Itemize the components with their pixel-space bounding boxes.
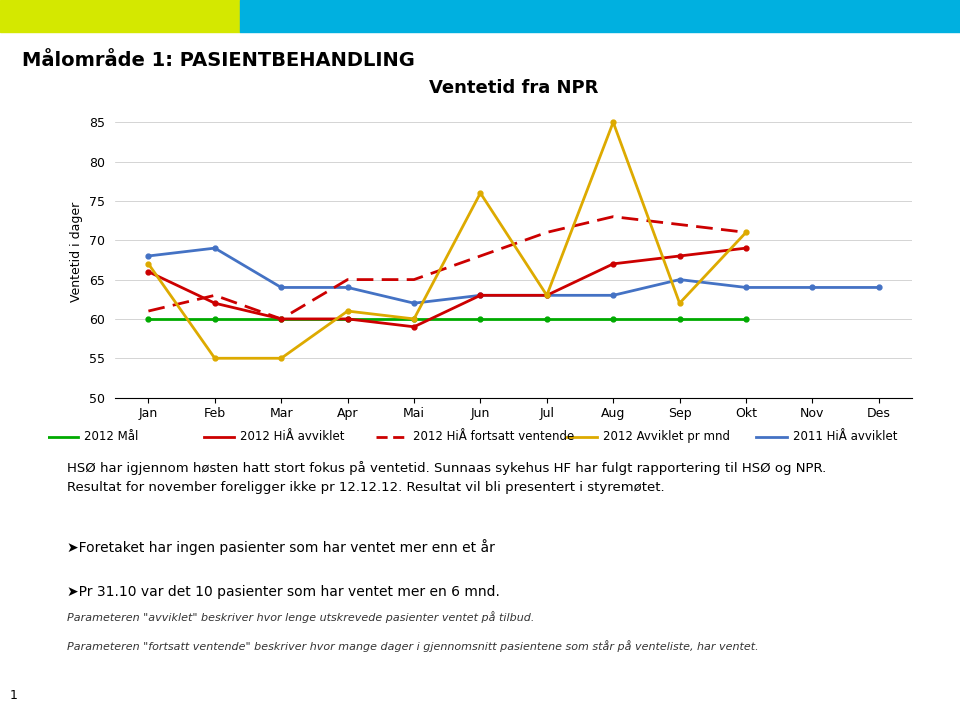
Text: HSØ har igjennom høsten hatt stort fokus på ventetid. Sunnaas sykehus HF har ful: HSØ har igjennom høsten hatt stort fokus… [67, 462, 827, 494]
Text: Parameteren "avviklet" beskriver hvor lenge utskrevede pasienter ventet på tilbu: Parameteren "avviklet" beskriver hvor le… [67, 611, 535, 623]
Text: 2011 HiÅ avviklet: 2011 HiÅ avviklet [793, 430, 898, 443]
Y-axis label: Ventetid i dager: Ventetid i dager [69, 202, 83, 302]
Text: 2012 HiÅ avviklet: 2012 HiÅ avviklet [240, 430, 345, 443]
Text: 2012 Mål: 2012 Mål [84, 430, 138, 443]
Bar [240, 0, 960, 32]
Text: 2012 Avviklet pr mnd: 2012 Avviklet pr mnd [603, 430, 730, 443]
Text: 2012 HiÅ fortsatt ventende: 2012 HiÅ fortsatt ventende [413, 430, 574, 443]
Text: ➤Foretaket har ingen pasienter som har ventet mer enn et år: ➤Foretaket har ingen pasienter som har v… [67, 540, 495, 555]
Text: ➤Pr 31.10 var det 10 pasienter som har ventet mer en 6 mnd.: ➤Pr 31.10 var det 10 pasienter som har v… [67, 585, 500, 599]
Text: 1: 1 [10, 689, 17, 702]
Text: Parameteren "fortsatt ventende" beskriver hvor mange dager i gjennomsnitt pasien: Parameteren "fortsatt ventende" beskrive… [67, 640, 758, 652]
Bar [0, 0, 240, 32]
Title: Ventetid fra NPR: Ventetid fra NPR [429, 79, 598, 97]
Text: Målområde 1: PASIENTBEHANDLING: Målområde 1: PASIENTBEHANDLING [21, 51, 415, 70]
